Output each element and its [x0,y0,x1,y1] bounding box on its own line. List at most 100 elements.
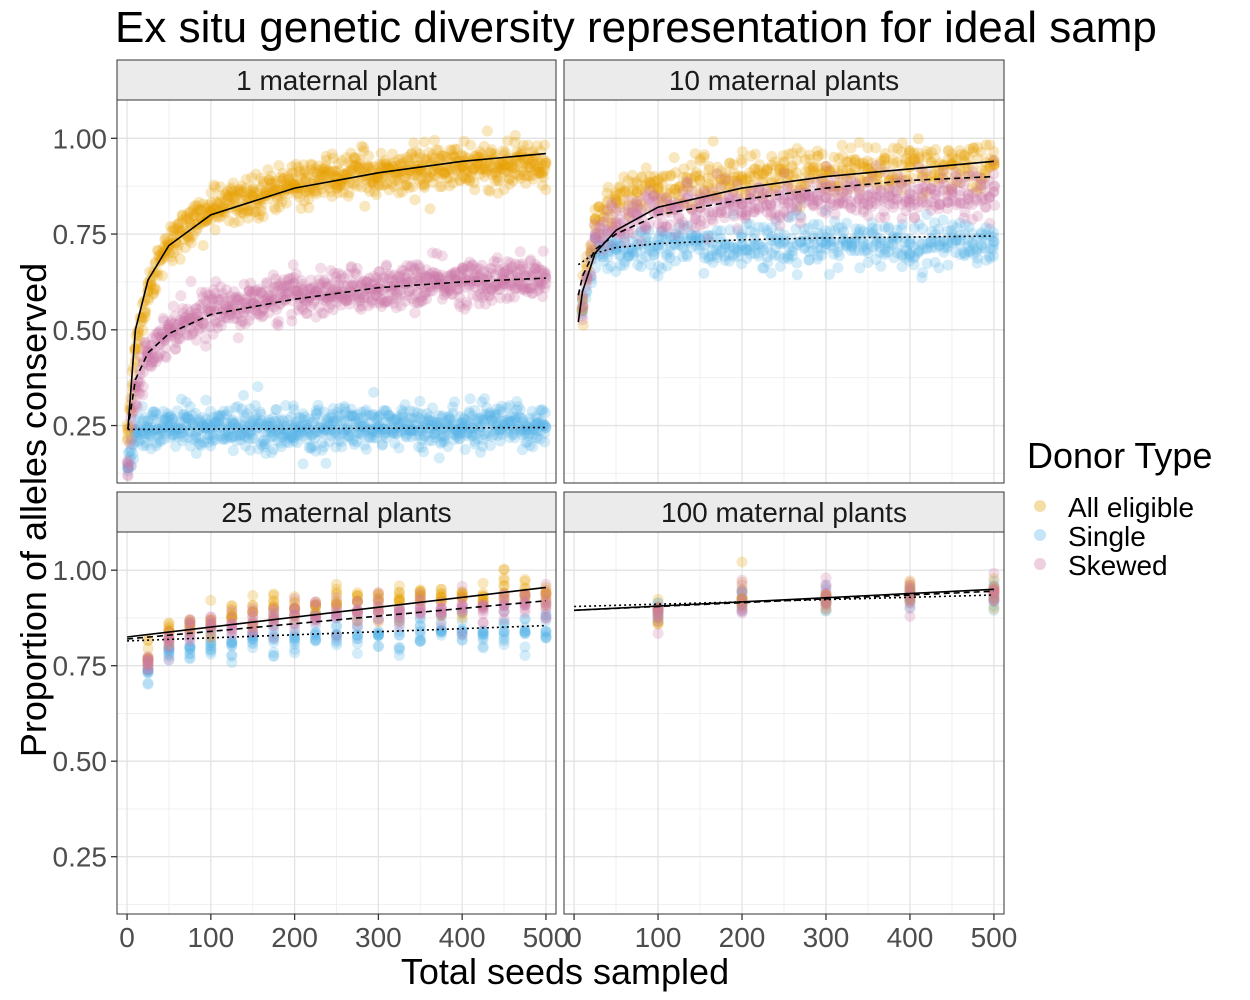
data-point [192,413,204,425]
data-point [329,425,341,437]
data-point [212,417,224,429]
data-point [862,210,874,222]
data-point [471,433,483,445]
data-point [176,214,188,226]
data-point [210,418,222,430]
data-point [652,627,664,639]
data-point [466,410,478,422]
data-point [376,438,388,450]
data-point [467,429,479,441]
facet-panel: 10 maternal plants [563,59,1005,484]
data-point [896,223,908,235]
data-point [202,429,214,441]
data-point [162,414,174,426]
data-point [268,631,280,643]
data-point [121,419,133,431]
data-point [197,411,209,423]
data-point [477,414,489,426]
data-point [323,420,335,432]
data-point [319,424,331,436]
data-point [375,409,387,421]
data-point [197,203,209,215]
data-point [870,160,882,172]
data-point [539,436,551,448]
data-point [369,411,381,423]
data-point [351,436,363,448]
data-point [212,196,224,208]
data-point [273,419,285,431]
data-point [539,419,551,431]
data-point [280,197,292,209]
data-point [348,410,360,422]
data-point [411,411,423,423]
data-point [157,419,169,431]
x-tick-label: 500 [971,922,1018,953]
data-point [433,410,445,422]
data-point [193,437,205,449]
data-point [403,412,415,424]
data-point [412,407,424,419]
data-point [243,427,255,439]
data-point [298,411,310,423]
data-point [140,436,152,448]
data-point [536,404,548,416]
data-point [454,428,466,440]
data-point [139,428,151,440]
data-point [364,416,376,428]
data-point [134,434,146,446]
data-point [530,411,542,423]
data-point [459,422,471,434]
data-point [238,409,250,421]
data-point [225,184,237,196]
data-point [328,427,340,439]
data-point [153,245,165,257]
data-point [343,429,355,441]
data-point [192,200,204,212]
data-point [181,410,193,422]
data-point [458,412,470,424]
data-point [511,395,523,407]
data-point [168,422,180,434]
data-point [515,412,527,424]
y-tick-label: 1.00 [53,555,108,586]
data-point [297,458,309,470]
data-point [916,271,928,283]
data-point [765,267,777,279]
data-point [506,421,518,433]
data-point [303,202,315,214]
data-point [190,429,202,441]
data-point [243,422,255,434]
data-point [496,400,508,412]
data-point [257,435,269,447]
data-point [263,420,275,432]
data-point [205,415,217,427]
data-point [439,430,451,442]
data-point [774,220,786,232]
data-point [373,410,385,422]
data-point [484,407,496,419]
data-point [373,411,385,423]
data-point [179,411,191,423]
data-point [210,416,222,428]
data-point [436,423,448,435]
data-point [359,439,371,451]
data-point [147,406,159,418]
data-point [226,415,238,427]
data-point [164,410,176,422]
data-point [988,168,1000,180]
data-point [421,427,433,439]
data-point [979,201,991,213]
data-point [498,417,510,429]
data-point [403,419,415,431]
legend-title: Donor Type [1027,435,1212,476]
data-point [163,425,175,437]
data-point [293,425,305,437]
data-point [519,575,531,587]
data-point [217,200,229,212]
data-point [504,416,516,428]
data-point [185,418,197,430]
data-point [172,428,184,440]
data-point [736,156,748,168]
data-point [378,404,390,416]
